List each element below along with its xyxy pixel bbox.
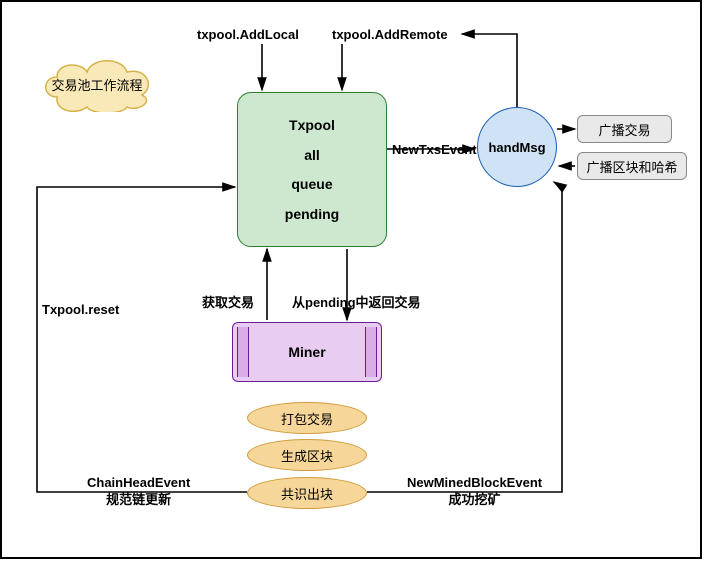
broadcast-block-node: 广播区块和哈希 (577, 152, 687, 180)
label-txpool-reset: Txpool.reset (42, 302, 119, 317)
oval-pack-text: 打包交易 (281, 409, 333, 428)
txpool-line-1: all (238, 147, 386, 163)
title-cloud-text: 交易池工作流程 (51, 78, 142, 93)
label-return-tx: 从pending中返回交易 (292, 292, 421, 311)
oval-pack: 打包交易 (247, 402, 367, 434)
label-addlocal: txpool.AddLocal (197, 27, 299, 42)
diagram-canvas: 交易池工作流程 txpool.AddLocal txpool.AddRemote… (0, 0, 702, 559)
miner-node: Miner (232, 322, 382, 382)
label-get-tx: 获取交易 (202, 292, 254, 311)
broadcast-block-text: 广播区块和哈希 (586, 157, 677, 176)
oval-consensus-text: 共识出块 (281, 484, 333, 503)
handmsg-node: handMsg (477, 107, 557, 187)
label-chainhead-1: ChainHeadEvent (87, 475, 190, 492)
label-newmined: NewMinedBlockEvent 成功挖矿 (407, 475, 542, 509)
label-addremote: txpool.AddRemote (332, 27, 448, 42)
miner-text: Miner (288, 344, 325, 360)
txpool-line-0: Txpool (238, 117, 386, 133)
label-chainhead: ChainHeadEvent 规范链更新 (87, 475, 190, 509)
handmsg-text: handMsg (488, 140, 545, 155)
label-newmined-2: 成功挖矿 (407, 492, 542, 509)
txpool-line-3: pending (238, 206, 386, 222)
txpool-line-2: queue (238, 176, 386, 192)
label-newmined-1: NewMinedBlockEvent (407, 475, 542, 492)
txpool-node: Txpool all queue pending (237, 92, 387, 247)
broadcast-tx-node: 广播交易 (577, 115, 672, 143)
broadcast-tx-text: 广播交易 (598, 120, 650, 139)
oval-gen-text: 生成区块 (281, 446, 333, 465)
oval-gen: 生成区块 (247, 439, 367, 471)
title-cloud: 交易池工作流程 (37, 57, 157, 112)
label-chainhead-2: 规范链更新 (87, 492, 190, 509)
oval-consensus: 共识出块 (247, 477, 367, 509)
label-newtxsevent: NewTxsEvent (392, 142, 477, 157)
